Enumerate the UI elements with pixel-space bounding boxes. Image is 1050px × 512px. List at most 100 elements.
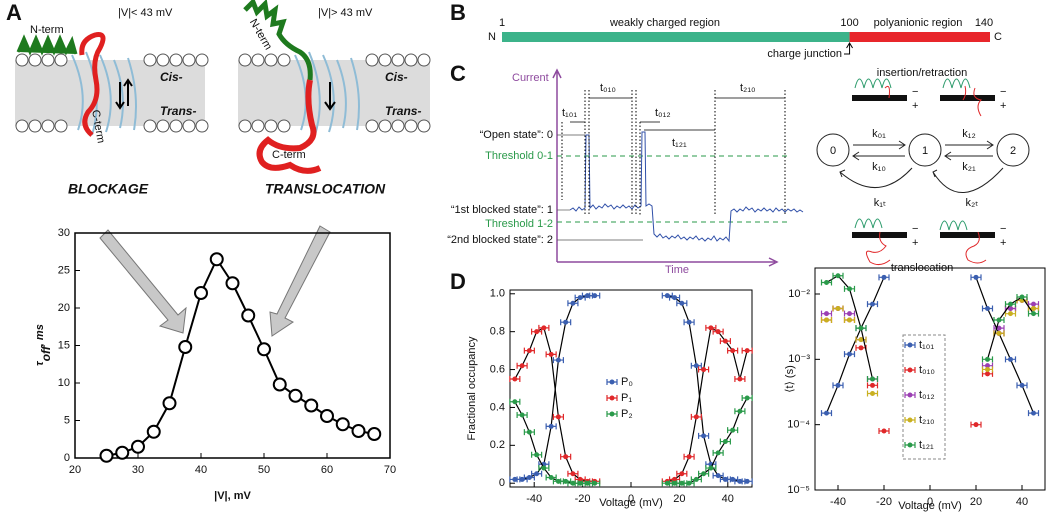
data-point bbox=[1008, 356, 1013, 362]
state-diagram bbox=[816, 78, 1030, 266]
threshold-label: Threshold 0-1 bbox=[485, 150, 553, 162]
label: N-term bbox=[247, 17, 274, 52]
x-tick-label: 50 bbox=[258, 464, 270, 476]
data-point bbox=[178, 340, 193, 354]
y-tick-label: 10⁻³ bbox=[788, 353, 810, 365]
sign: + bbox=[1000, 100, 1006, 112]
data-point bbox=[592, 480, 598, 486]
data-point bbox=[526, 348, 532, 354]
data-point bbox=[1031, 410, 1036, 416]
data-point bbox=[835, 305, 841, 311]
data-point bbox=[519, 363, 525, 369]
y-tick-label: 25 bbox=[58, 264, 70, 276]
data-point bbox=[257, 342, 271, 357]
plot-frame bbox=[814, 267, 1046, 491]
data-point bbox=[534, 329, 540, 335]
legend-swatch bbox=[907, 442, 913, 448]
data-point bbox=[708, 325, 714, 331]
pointer-arrow bbox=[269, 225, 331, 337]
data-point bbox=[985, 356, 990, 362]
legend-swatch bbox=[609, 379, 615, 385]
data-point bbox=[541, 325, 547, 331]
fit-line bbox=[975, 277, 1035, 414]
data-point bbox=[577, 476, 583, 482]
sign: + bbox=[912, 237, 918, 249]
y-tick-label: 20 bbox=[58, 302, 70, 314]
y-axis-label: τoff, ms bbox=[34, 324, 53, 366]
level-label: “2nd blocked state”: 2 bbox=[447, 234, 553, 246]
data-point bbox=[679, 480, 685, 486]
rate-label: k₁ₜ bbox=[874, 197, 886, 209]
legend-label: P₀ bbox=[621, 376, 633, 388]
data-point bbox=[194, 286, 208, 300]
data-point bbox=[241, 308, 256, 323]
label: TRANSLOCATION bbox=[265, 181, 386, 197]
data-point bbox=[672, 476, 678, 482]
y-tick-label: 30 bbox=[58, 227, 70, 239]
data-point bbox=[985, 305, 990, 311]
data-point bbox=[512, 399, 518, 405]
level-label: “Open state”: 0 bbox=[480, 129, 553, 141]
data-point bbox=[512, 376, 518, 382]
data-point bbox=[715, 473, 721, 479]
label: C-term bbox=[89, 109, 107, 144]
index-label: 140 bbox=[975, 17, 993, 29]
legend-label: t₁₂₁ bbox=[919, 439, 934, 451]
x-tick-label: -20 bbox=[876, 496, 892, 508]
data-point bbox=[592, 293, 598, 299]
x-axis-label: Voltage (mV) bbox=[898, 500, 962, 512]
data-point bbox=[722, 476, 728, 482]
data-point bbox=[881, 274, 887, 280]
data-point bbox=[870, 301, 875, 307]
x-tick-label: -40 bbox=[830, 496, 846, 508]
data-point bbox=[824, 279, 829, 285]
label: N-term bbox=[30, 24, 64, 36]
data-point bbox=[563, 478, 569, 484]
label: Cis- bbox=[385, 70, 408, 84]
label: charge junction bbox=[767, 48, 842, 60]
data-point bbox=[824, 317, 829, 323]
data-point bbox=[835, 382, 841, 388]
data-point bbox=[563, 319, 569, 325]
data-point bbox=[1019, 382, 1025, 388]
axis-label: Time bbox=[665, 264, 689, 276]
data-point bbox=[847, 286, 852, 292]
polyanionic-region bbox=[849, 32, 990, 42]
data-point bbox=[1031, 311, 1036, 317]
state-label: 2 bbox=[1010, 145, 1016, 157]
panel-letter: C bbox=[450, 61, 466, 86]
y-label-unit: , ms bbox=[34, 324, 46, 347]
data-point bbox=[131, 439, 145, 454]
data-point bbox=[693, 414, 699, 420]
axis-label: Current bbox=[512, 72, 549, 84]
data-point bbox=[519, 412, 525, 418]
weak-region bbox=[502, 32, 850, 42]
fit-line bbox=[825, 277, 885, 414]
data-point bbox=[730, 348, 736, 354]
x-tick-label: 0 bbox=[927, 496, 933, 508]
data-point bbox=[847, 311, 852, 317]
data-point bbox=[715, 450, 721, 456]
x-tick-label: 40 bbox=[195, 464, 207, 476]
index-label: 1 bbox=[499, 17, 505, 29]
level-label: “1st blocked state”: 1 bbox=[451, 204, 553, 216]
legend-box bbox=[902, 334, 946, 460]
data-point bbox=[548, 351, 554, 357]
data-point bbox=[1008, 301, 1013, 307]
data-point bbox=[146, 424, 161, 439]
dwell-label: t₀₁₂ bbox=[655, 107, 671, 119]
data-point bbox=[730, 476, 736, 482]
y-tick-label: 0.2 bbox=[490, 439, 505, 451]
data-point bbox=[577, 480, 583, 486]
y-tick-label: 10⁻⁵ bbox=[787, 484, 810, 496]
sign: − bbox=[912, 223, 918, 235]
data-point bbox=[664, 293, 670, 299]
label: C bbox=[994, 31, 1002, 43]
y-tick-label: 10 bbox=[58, 377, 70, 389]
label: C-term bbox=[272, 149, 306, 161]
label: N bbox=[488, 31, 496, 43]
data-point bbox=[672, 295, 678, 301]
legend-swatch bbox=[907, 392, 913, 398]
data-point bbox=[824, 410, 829, 416]
data-point bbox=[1019, 294, 1025, 300]
